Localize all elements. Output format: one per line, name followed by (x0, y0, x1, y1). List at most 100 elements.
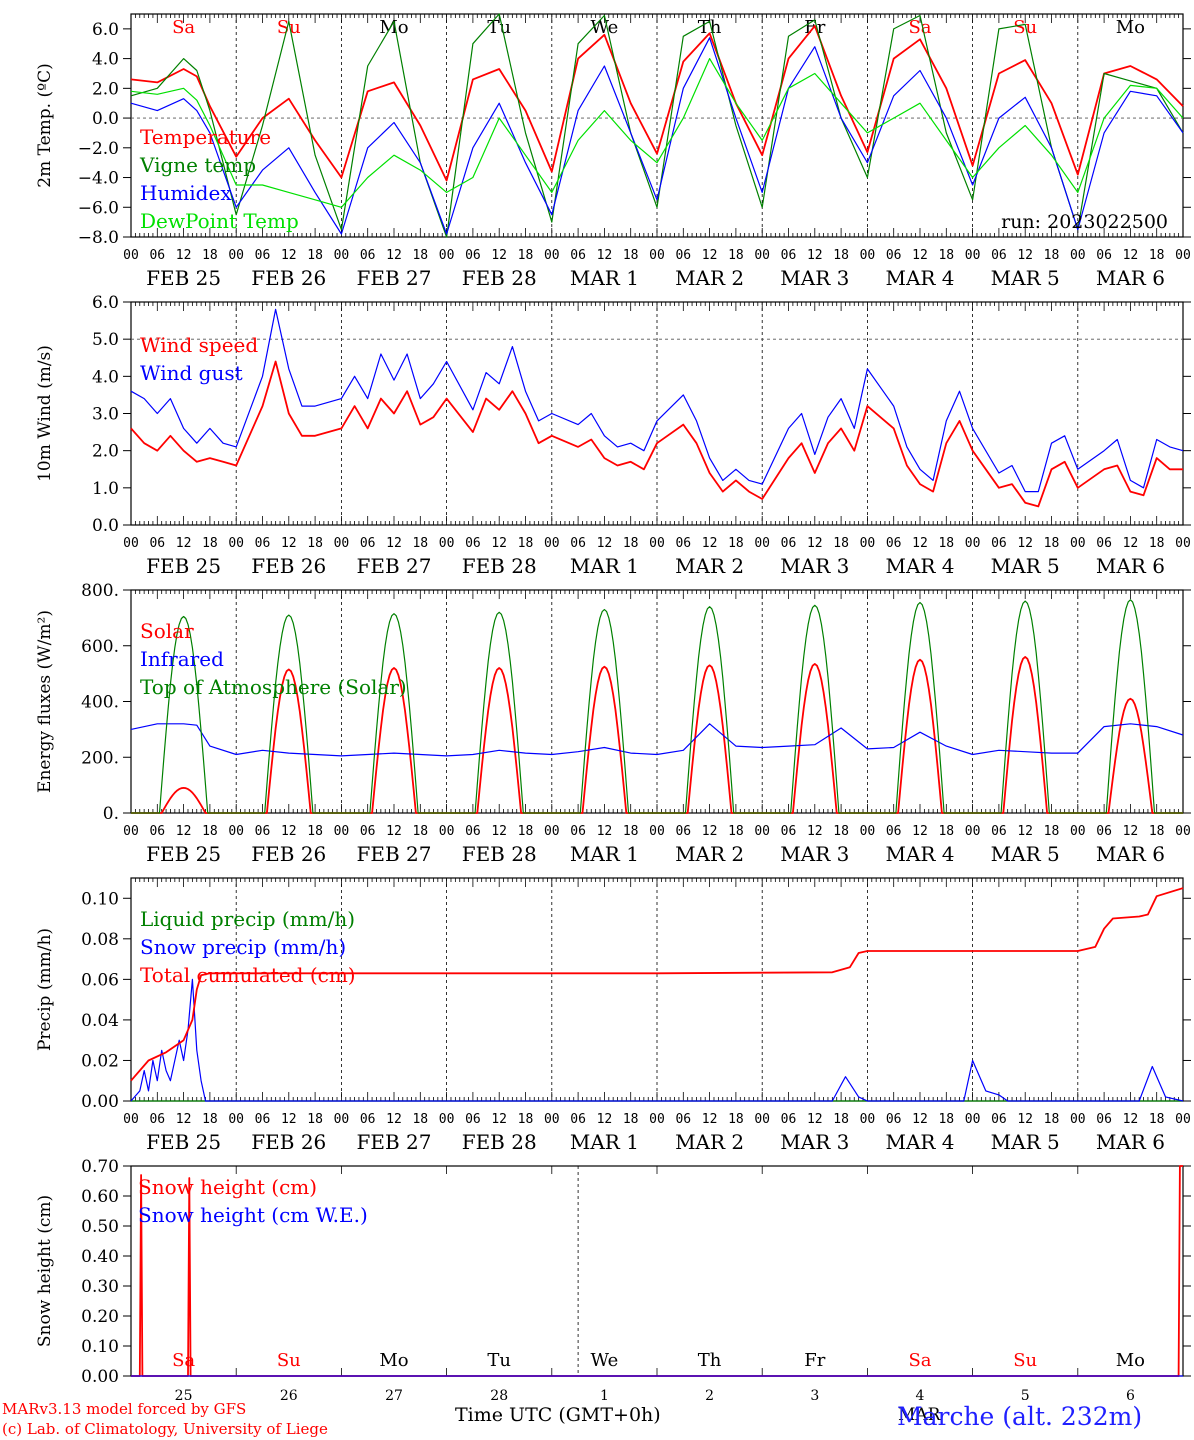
hour-label: 06 (991, 248, 1007, 263)
y-tick-label: 0.30 (81, 1277, 119, 1297)
hour-label: 12 (1017, 824, 1033, 839)
date-label: MAR 4 (885, 1130, 954, 1154)
hour-label: 12 (491, 248, 507, 263)
model-credit: MARv3.13 model forced by GFS (2, 1400, 247, 1418)
hour-label: 06 (360, 536, 376, 551)
hour-label: 00 (439, 824, 455, 839)
hour-label: 06 (886, 248, 902, 263)
hour-label: 12 (176, 248, 192, 263)
hour-label: 00 (860, 824, 876, 839)
hour-label: 18 (938, 248, 954, 263)
hour-label: 18 (412, 248, 428, 263)
hour-label: 06 (255, 248, 271, 263)
weekday-label: Mo (1116, 1350, 1145, 1371)
date-label: MAR 3 (780, 1130, 849, 1154)
date-label: MAR 4 (885, 554, 954, 578)
date-label: MAR 5 (991, 842, 1060, 866)
hour-label: 18 (938, 536, 954, 551)
hour-label: 12 (491, 824, 507, 839)
y-axis-label: Snow height (cm) (35, 1195, 55, 1347)
date-label: MAR 1 (570, 266, 639, 290)
date-label: MAR 6 (1096, 842, 1165, 866)
hour-label: 00 (649, 824, 665, 839)
y-tick-label: 6.0 (92, 20, 119, 40)
hour-label: 12 (491, 1112, 507, 1127)
hour-label: 18 (833, 536, 849, 551)
hour-label: 00 (965, 536, 981, 551)
hour-label: 12 (491, 536, 507, 551)
hour-label: 18 (307, 1112, 323, 1127)
series-line (130, 58, 1184, 208)
y-tick-label: 1.0 (92, 479, 119, 499)
hour-label: 00 (544, 536, 560, 551)
hour-label: 12 (597, 536, 613, 551)
y-axis-label: 10m Wind (m/s) (35, 345, 55, 482)
hour-label: 12 (1017, 1112, 1033, 1127)
hour-label: 06 (465, 1112, 481, 1127)
hour-label: 12 (386, 248, 402, 263)
date-label: MAR 2 (675, 554, 744, 578)
y-tick-label: 200. (81, 748, 119, 768)
y-tick-label: 0.02 (81, 1051, 119, 1071)
hour-label: 18 (202, 536, 218, 551)
date-label: MAR 1 (570, 1130, 639, 1154)
weekday-label: Mo (379, 17, 408, 38)
series-line (130, 723, 1184, 757)
day-number-label: 1 (600, 1388, 609, 1404)
hour-label: 12 (1123, 1112, 1139, 1127)
hour-label: 06 (781, 1112, 797, 1127)
hour-label: 12 (807, 1112, 823, 1127)
x-axis-label: Time UTC (GMT+0h) (455, 1404, 661, 1426)
panel-1: 6.0 4.0 2.0 0.0 −2.0 −4.0 −6.0 −8.0 2m Temp. (ºC… (35, 13, 1191, 290)
y-tick-label: −8.0 (78, 228, 119, 248)
hour-label: 18 (938, 824, 954, 839)
hour-label: 18 (938, 1112, 954, 1127)
weekday-label: Mo (1116, 17, 1145, 38)
date-label: FEB 26 (251, 266, 326, 290)
panel-5: 0.70 0.60 0.50 0.40 0.30 0.20 0.10 0.00 Snow hei… (35, 1157, 1191, 1404)
hour-label: 00 (228, 824, 244, 839)
date-label: MAR 3 (780, 554, 849, 578)
hour-label: 18 (833, 824, 849, 839)
day-number-label: 6 (1126, 1388, 1135, 1404)
y-tick-label: 2.0 (92, 442, 119, 462)
month-label: MAR (898, 1405, 941, 1425)
y-tick-label: −4.0 (78, 169, 119, 189)
hour-label: 18 (833, 248, 849, 263)
hour-label: 00 (1070, 536, 1086, 551)
hour-label: 00 (649, 1112, 665, 1127)
hour-label: 18 (623, 824, 639, 839)
hour-label: 06 (886, 824, 902, 839)
hour-label: 00 (123, 1112, 139, 1127)
hour-label: 12 (702, 1112, 718, 1127)
hour-label: 18 (412, 824, 428, 839)
date-label: FEB 25 (146, 842, 221, 866)
legend-entry: Infrared (140, 647, 224, 671)
hour-label: 12 (597, 248, 613, 263)
hour-label: 18 (1044, 248, 1060, 263)
y-tick-label: 0.00 (81, 1367, 119, 1387)
date-label: FEB 25 (146, 1130, 221, 1154)
hour-label: 18 (518, 1112, 534, 1127)
hour-label: 00 (1070, 824, 1086, 839)
hour-label: 18 (623, 536, 639, 551)
hour-label: 12 (1017, 536, 1033, 551)
date-label: FEB 26 (251, 842, 326, 866)
y-tick-label: 0.20 (81, 1307, 119, 1327)
y-tick-label: 400. (81, 693, 119, 713)
hour-label: 18 (728, 824, 744, 839)
y-axis-label: 2m Temp. (ºC) (35, 63, 55, 188)
series-line (130, 360, 1183, 508)
hour-label: 06 (675, 1112, 691, 1127)
y-tick-label: −6.0 (78, 198, 119, 218)
y-tick-label: 4.0 (92, 367, 119, 387)
hour-label: 00 (228, 536, 244, 551)
weekday-label: Sa (908, 1350, 931, 1371)
hour-label: 18 (202, 248, 218, 263)
hour-label: 06 (465, 248, 481, 263)
hour-label: 18 (1149, 248, 1165, 263)
hour-label: 12 (1123, 824, 1139, 839)
legend-entry: Liquid precip (mm/h) (140, 907, 355, 931)
hour-label: 12 (1123, 248, 1139, 263)
date-label: MAR 5 (991, 266, 1060, 290)
